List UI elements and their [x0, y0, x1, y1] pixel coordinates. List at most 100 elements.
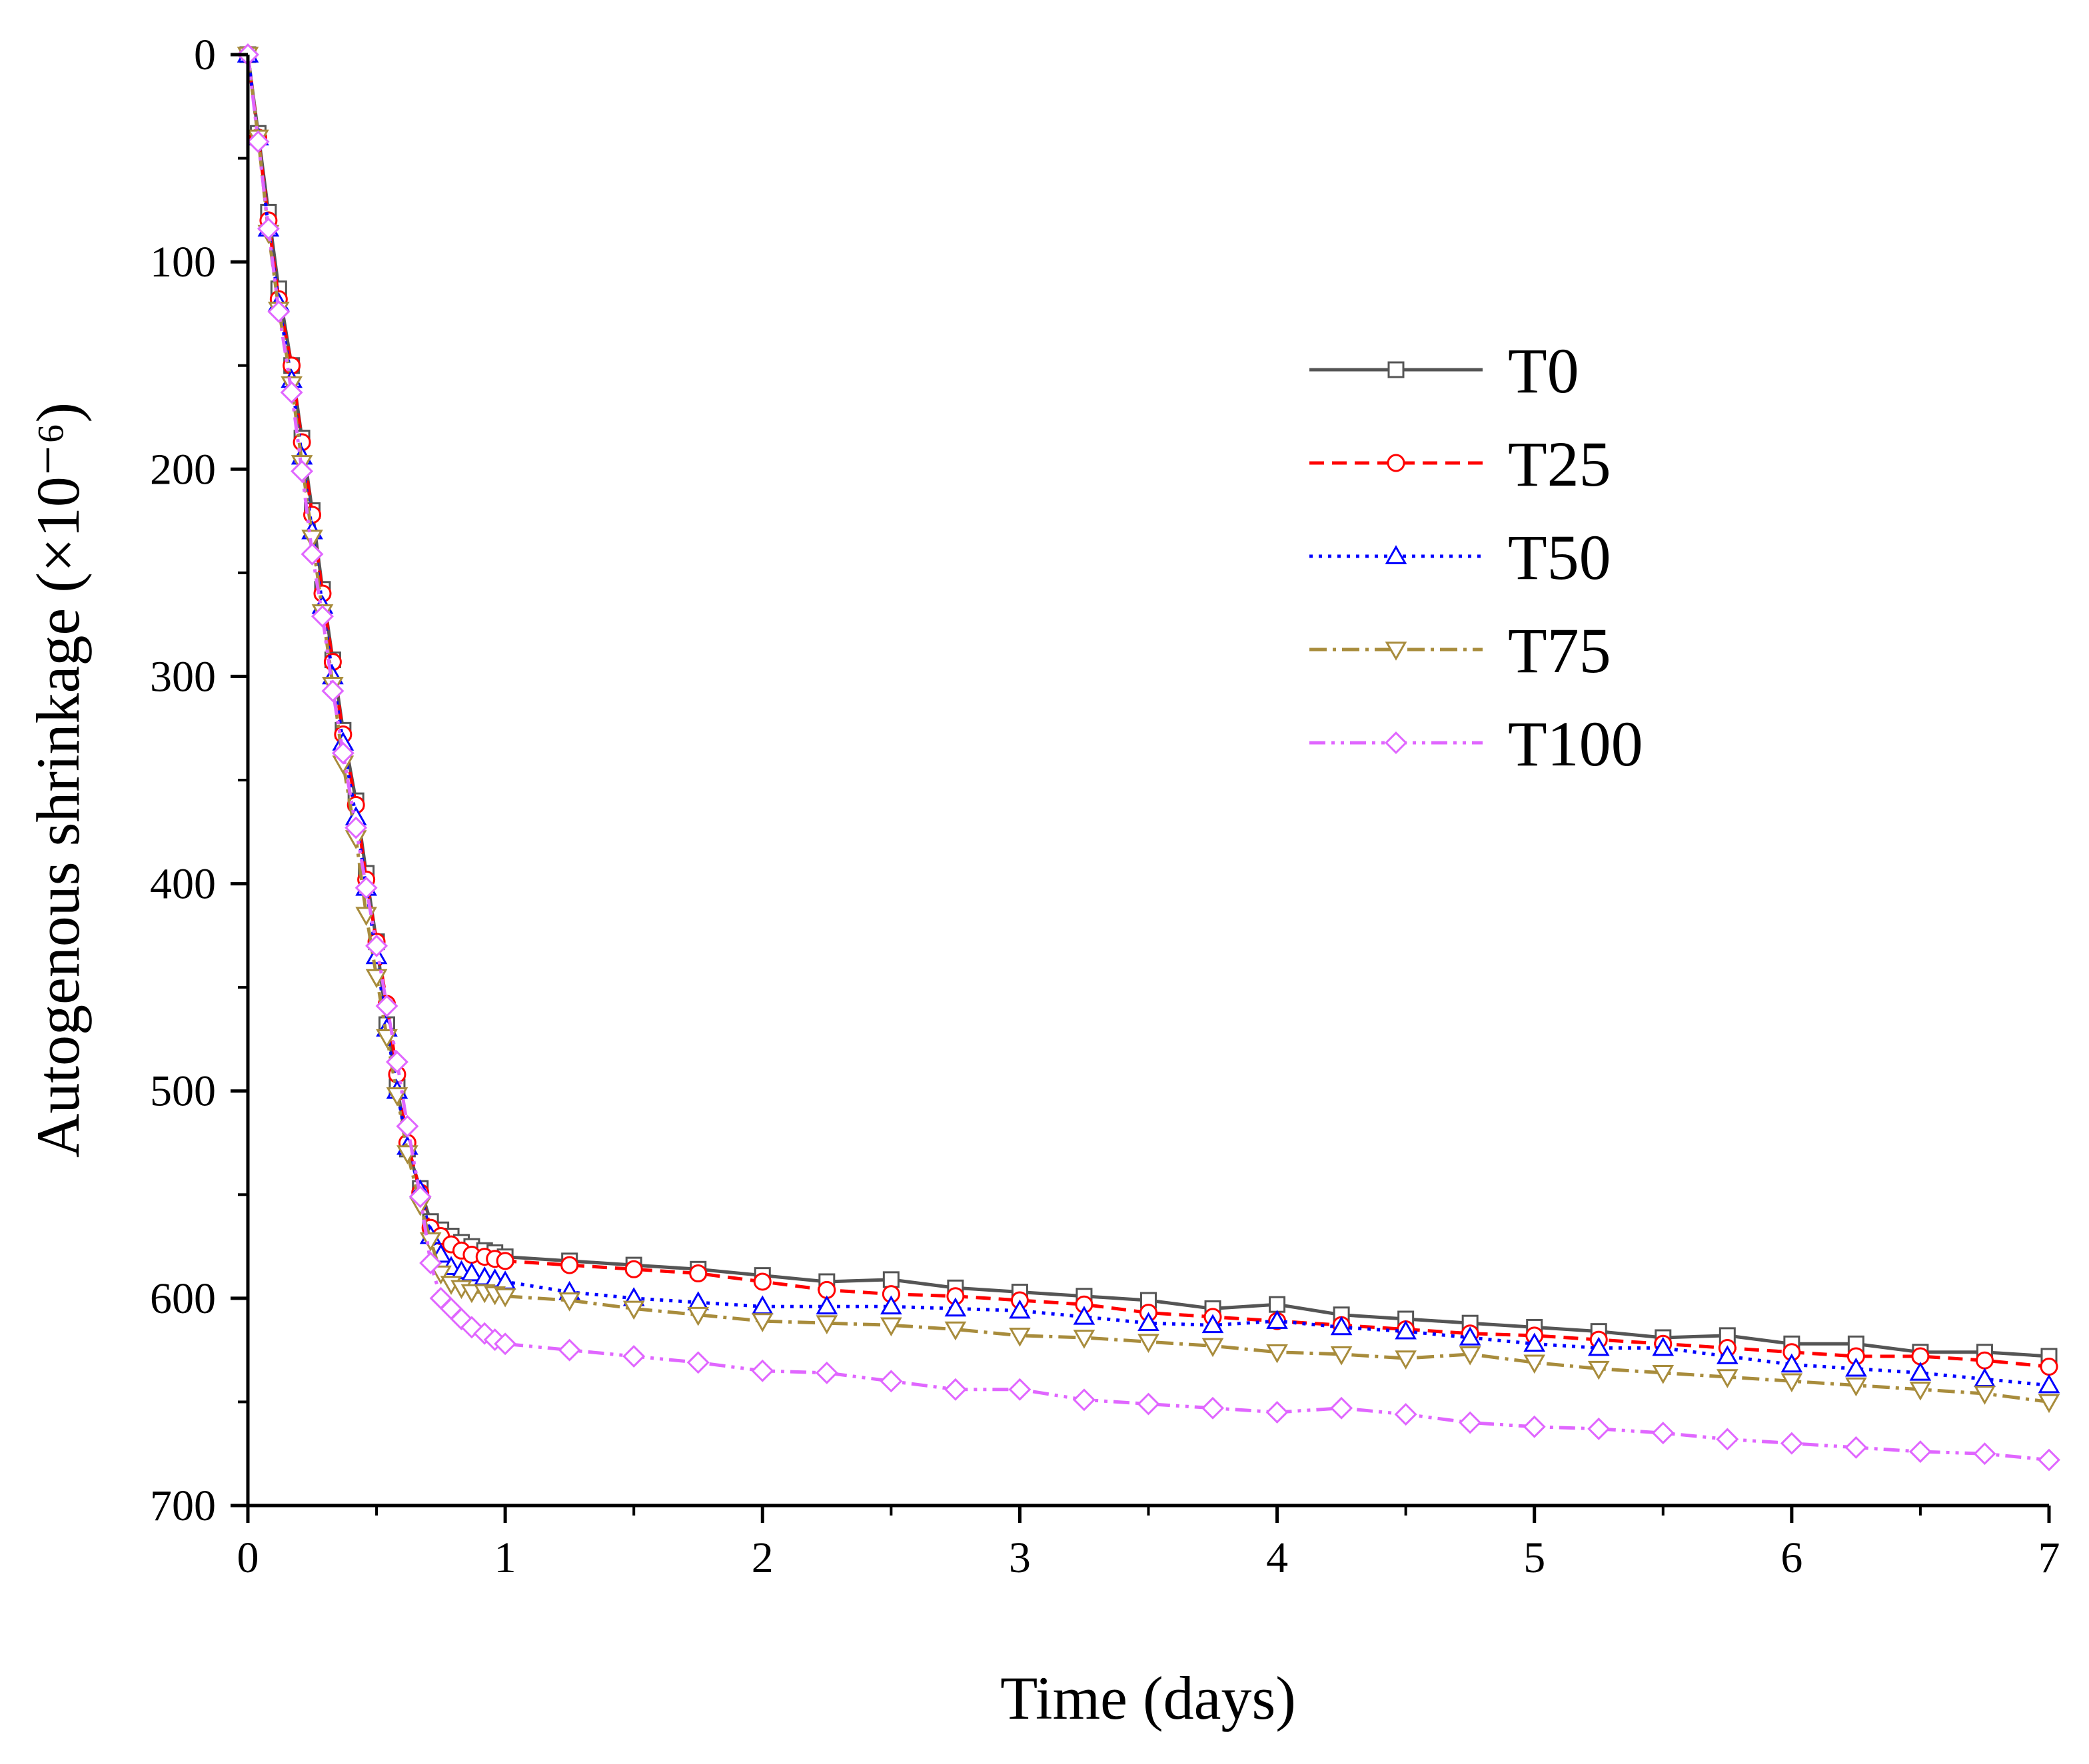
data-point-t100: [1973, 1442, 1996, 1466]
data-point-t100: [1459, 1411, 1482, 1434]
legend: T0 T25 T50 T75 T100: [1309, 335, 1643, 779]
data-point-t50: [944, 1297, 967, 1317]
y-tick-label: 300: [150, 652, 216, 701]
data-point-t100: [944, 1378, 967, 1401]
y-tick-label: 200: [150, 445, 216, 494]
data-point-t100: [1137, 1392, 1160, 1416]
data-point-t100: [815, 1361, 838, 1384]
data-point-t75: [1395, 1350, 1417, 1370]
data-point-t100: [1072, 1388, 1095, 1412]
data-point-t75: [1716, 1369, 1739, 1388]
data-point-t100: [375, 995, 398, 1018]
data-point-t75: [751, 1313, 774, 1332]
x-tick-label: 5: [1523, 1534, 1545, 1582]
data-point-t100: [1523, 1415, 1546, 1438]
x-tick-label: 0: [237, 1534, 259, 1582]
data-point-t50: [1009, 1299, 1031, 1319]
legend-label-t100: T100: [1508, 708, 1643, 779]
x-tick-label: 1: [494, 1534, 516, 1582]
x-axis-title: Time (days): [1000, 1664, 1296, 1732]
data-point-t50: [1523, 1332, 1546, 1352]
data-point-t75: [1201, 1338, 1224, 1358]
data-point-t75: [944, 1321, 967, 1341]
legend-label-t0: T0: [1508, 335, 1579, 406]
data-point-t75: [1780, 1373, 1803, 1393]
data-point-t50: [1845, 1357, 1867, 1377]
x-tick-label: 4: [1266, 1534, 1288, 1582]
data-point-t75: [430, 1265, 452, 1285]
data-point-t50: [1073, 1306, 1095, 1325]
data-point-t0: [1269, 1296, 1286, 1313]
data-point-t25: [496, 1252, 514, 1270]
data-point-t100: [408, 1185, 432, 1208]
data-point-t50: [1716, 1345, 1739, 1364]
data-point-t100: [880, 1370, 903, 1393]
data-point-t75: [1909, 1381, 1932, 1401]
data-point-t100: [291, 460, 314, 483]
legend-item-t0: T0: [1309, 335, 1579, 406]
data-point-t75: [1974, 1386, 1996, 1405]
data-point-t75: [687, 1306, 710, 1326]
data-point-t75: [1845, 1377, 1867, 1397]
data-point-t100: [321, 679, 345, 703]
data-point-t100: [1201, 1396, 1225, 1420]
data-point-t100: [1716, 1428, 1739, 1451]
data-point-t25: [2040, 1358, 2058, 1376]
data-point-t100: [622, 1345, 646, 1368]
data-point-t100: [301, 542, 324, 566]
data-point-t100: [257, 217, 280, 240]
x-tick-label: 2: [752, 1534, 774, 1582]
legend-marker-t0: [1387, 361, 1405, 378]
data-point-t50: [1459, 1326, 1481, 1346]
data-point-t75: [301, 530, 323, 549]
data-point-t50: [1137, 1312, 1159, 1332]
data-point-t100: [1587, 1417, 1611, 1440]
data-point-t100: [1908, 1440, 1932, 1464]
data-point-t75: [1330, 1346, 1353, 1366]
legend-item-t75: T75: [1309, 615, 1611, 686]
legend-item-t100: T100: [1309, 708, 1643, 779]
legend-marker-t100: [1385, 731, 1407, 754]
y-tick-label: 700: [150, 1482, 216, 1530]
data-point-t25: [560, 1256, 579, 1274]
data-point-t50: [1330, 1316, 1353, 1336]
data-point-t100: [396, 1114, 419, 1138]
data-point-t75: [1266, 1344, 1288, 1364]
data-point-t100: [1780, 1432, 1803, 1455]
data-point-t50: [2038, 1374, 2060, 1394]
data-point-t100: [558, 1338, 581, 1362]
y-tick-label: 400: [150, 860, 216, 909]
data-point-t50: [880, 1295, 902, 1315]
y-tick-label: 0: [194, 31, 216, 79]
data-point-t100: [2038, 1448, 2060, 1472]
tick-layer: 0 1 2 3 4 5 6 7 0 100 200 300 400 500 600 700: [150, 31, 2060, 1582]
data-point-t100: [247, 130, 270, 153]
data-point-t50: [1395, 1320, 1417, 1340]
y-tick-label: 600: [150, 1274, 216, 1323]
legend-marker-t50: [1385, 545, 1407, 564]
data-point-t100: [1265, 1401, 1289, 1424]
data-point-t100: [450, 1308, 473, 1330]
data-point-t100: [751, 1359, 774, 1382]
data-point-t75: [365, 969, 388, 989]
data-point-t100: [1394, 1403, 1417, 1426]
data-point-t50: [816, 1295, 838, 1315]
legend-item-t50: T50: [1309, 522, 1611, 593]
x-tick-label: 3: [1009, 1534, 1031, 1582]
data-point-t25: [753, 1272, 772, 1291]
data-point-t25: [689, 1264, 708, 1283]
series-layer: [237, 43, 2060, 1472]
data-point-t75: [880, 1317, 902, 1337]
data-point-t100: [1330, 1396, 1353, 1420]
data-point-t100: [473, 1322, 496, 1345]
data-point-t50: [1201, 1314, 1224, 1334]
legend-label-t50: T50: [1508, 522, 1611, 593]
data-point-t100: [365, 934, 388, 957]
data-point-t25: [1975, 1351, 1994, 1370]
data-point-t75: [494, 1288, 516, 1308]
data-point-t100: [419, 1251, 442, 1274]
legend-label-t25: T25: [1508, 428, 1611, 500]
data-point-t75: [622, 1300, 645, 1320]
